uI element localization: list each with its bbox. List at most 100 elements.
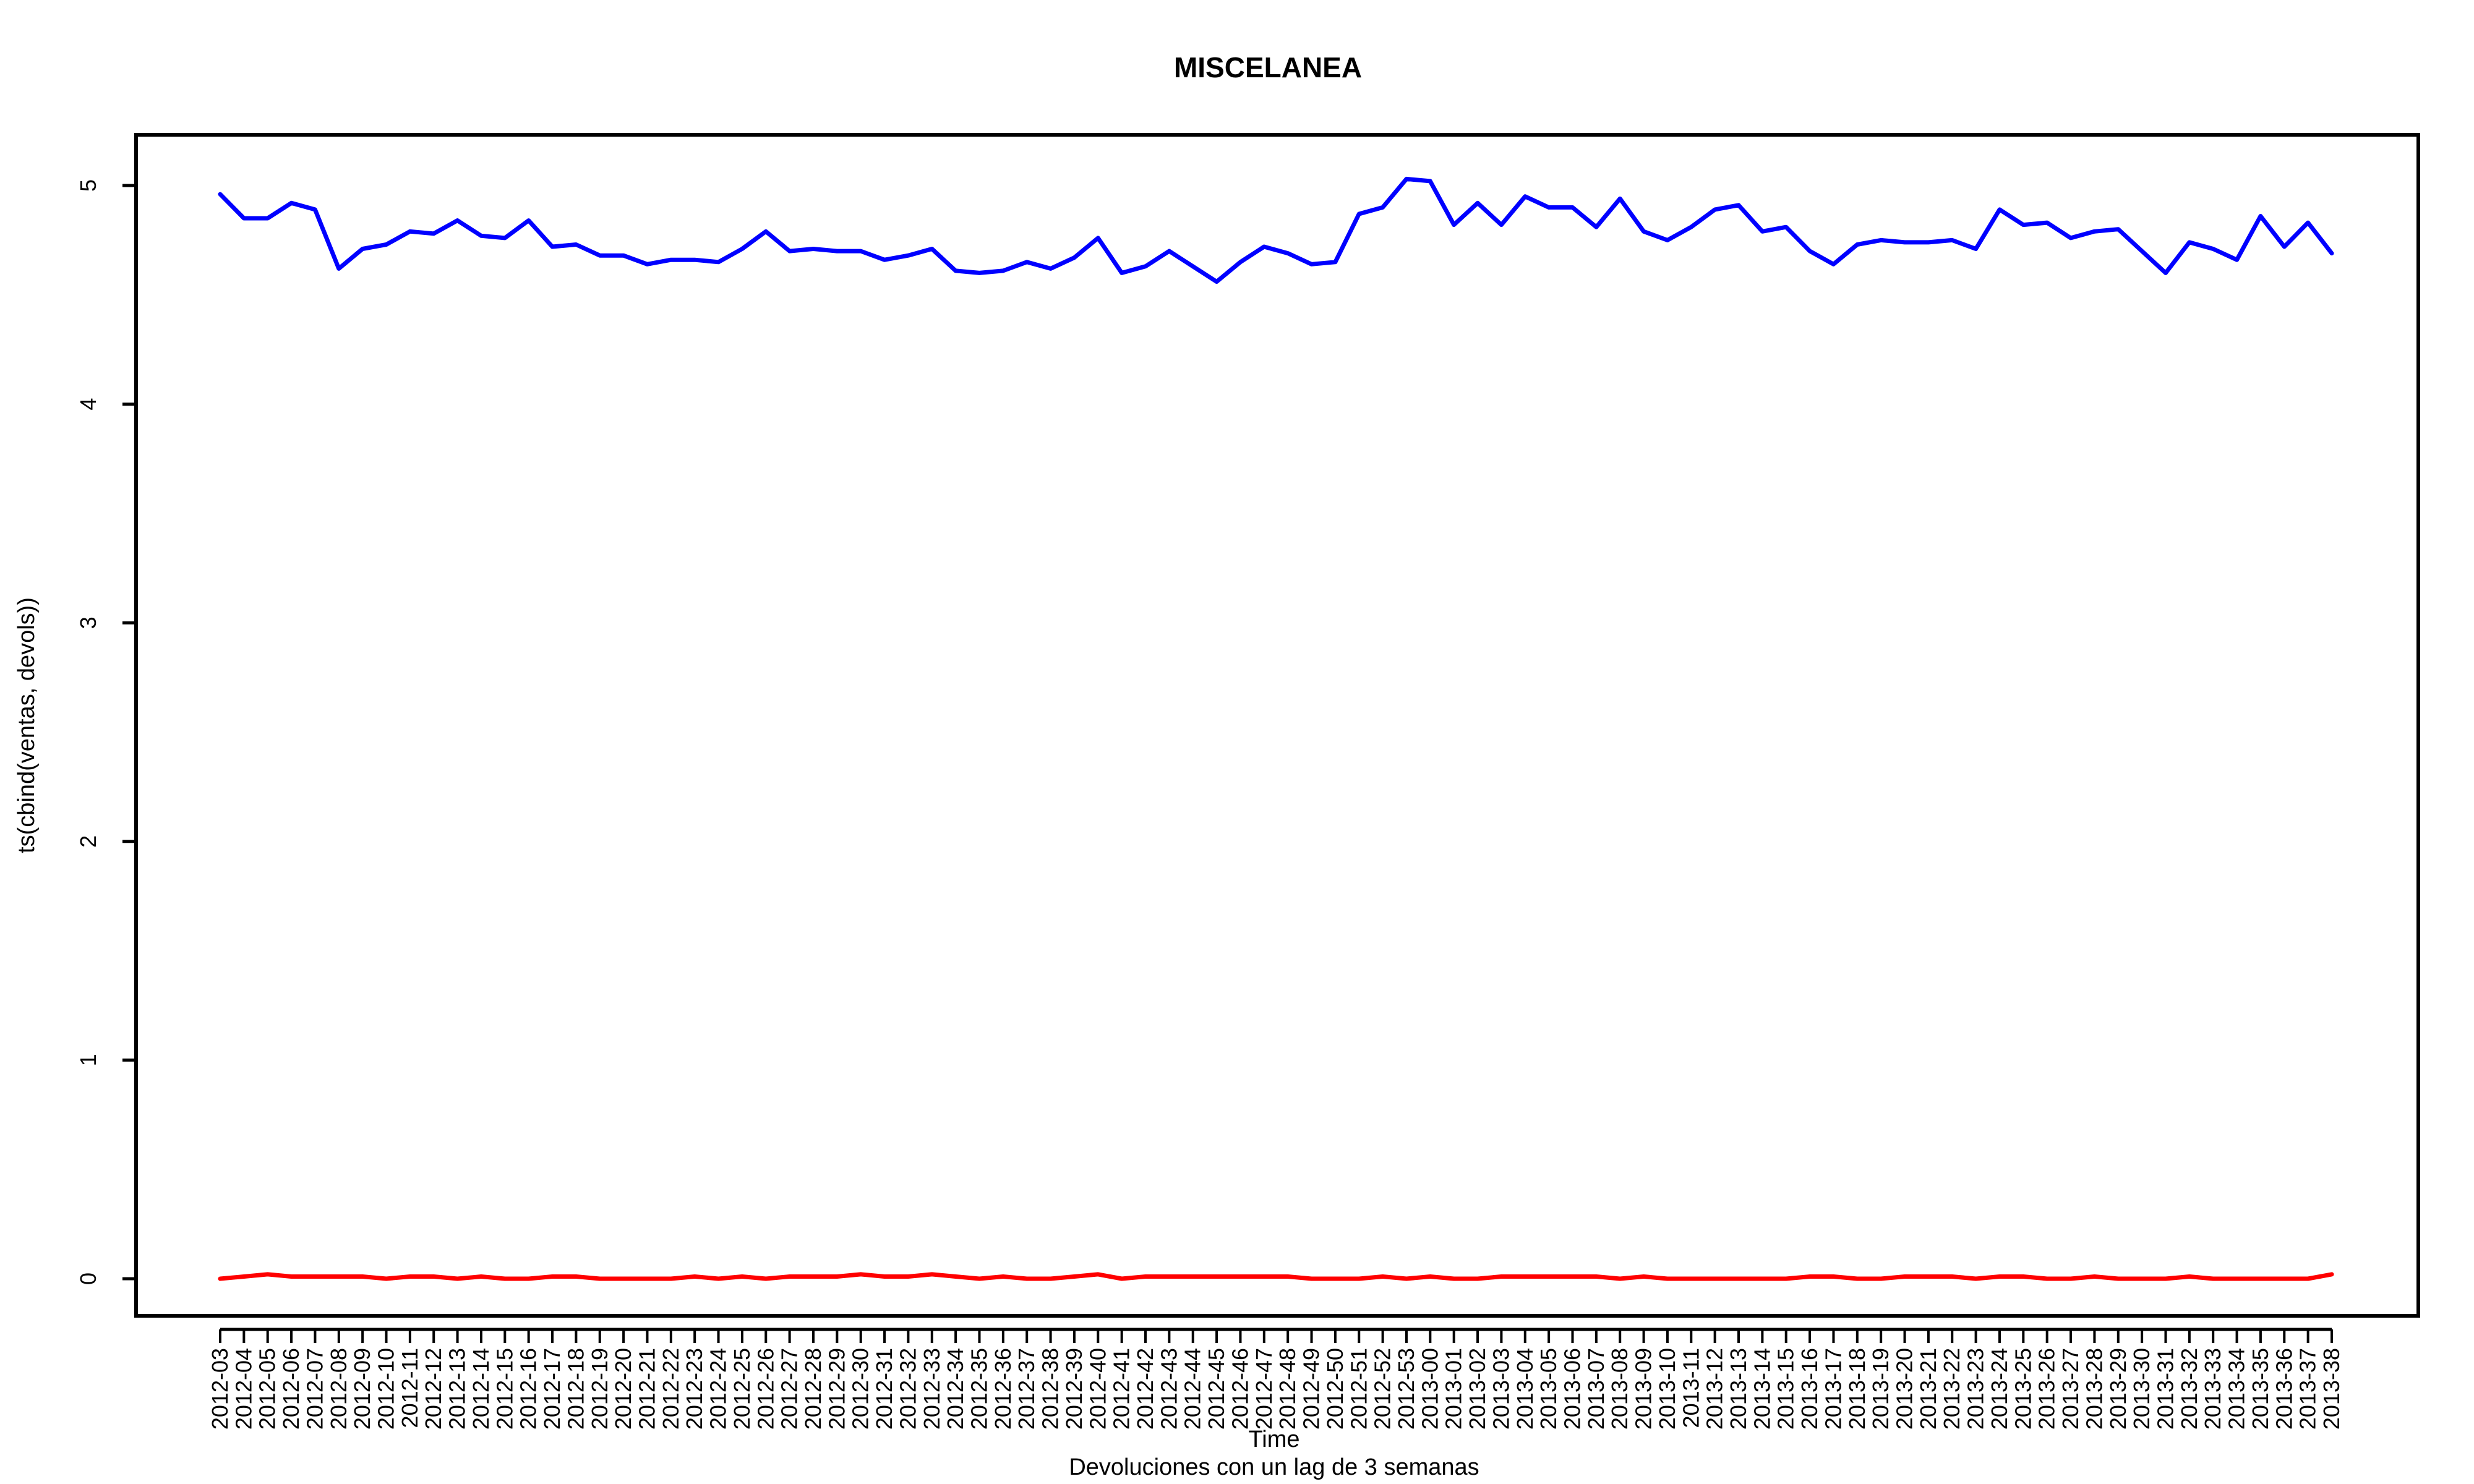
x-tick-label: 2013-17	[1820, 1348, 1846, 1430]
x-tick-label: 2012-07	[302, 1348, 327, 1430]
chart-title: MISCELANEA	[1174, 51, 1362, 83]
y-tick-label: 1	[75, 1054, 101, 1066]
series-line-2	[218, 1272, 2334, 1281]
x-tick-label: 2013-30	[2129, 1348, 2154, 1430]
y-tick-label: 3	[75, 616, 101, 629]
x-tick-label: 2012-15	[492, 1348, 517, 1430]
x-tick-label: 2012-28	[800, 1348, 826, 1430]
x-tick-label: 2013-09	[1631, 1348, 1656, 1430]
x-tick-label: 2013-21	[1915, 1348, 1941, 1430]
x-tick-label: 2012-38	[1038, 1348, 1063, 1430]
x-tick-label: 2013-32	[2177, 1348, 2202, 1430]
x-tick-label: 2012-11	[397, 1348, 422, 1428]
x-tick-label: 2013-22	[1939, 1348, 1964, 1430]
x-tick-label: 2012-48	[1275, 1348, 1300, 1430]
x-tick-label: 2013-28	[2081, 1348, 2107, 1430]
x-tick-label: 2012-21	[634, 1348, 659, 1430]
x-tick-label: 2012-42	[1132, 1348, 1158, 1430]
x-tick-label: 2012-19	[587, 1348, 612, 1430]
x-tick-label: 2012-03	[207, 1348, 233, 1430]
x-tick-label: 2012-29	[824, 1348, 849, 1430]
x-tick-label: 2012-12	[421, 1348, 446, 1430]
y-tick-label: 5	[75, 179, 101, 192]
x-tick-label: 2012-33	[919, 1348, 944, 1430]
x-tick-label: 2012-50	[1322, 1348, 1348, 1430]
x-tick-label: 2013-18	[1844, 1348, 1870, 1430]
x-tick-label: 2013-16	[1797, 1348, 1822, 1430]
x-tick-label: 2013-13	[1726, 1348, 1751, 1430]
x-tick-label: 2012-45	[1204, 1348, 1229, 1430]
x-tick-label: 2013-27	[2058, 1348, 2083, 1430]
x-tick-label: 2012-23	[682, 1348, 707, 1430]
x-tick-label: 2012-44	[1180, 1348, 1205, 1430]
y-axis-label: ts(cbind(ventas, devols))	[14, 597, 40, 853]
series-line-1	[218, 176, 2334, 284]
x-tick-label: 2013-26	[2034, 1348, 2060, 1430]
x-tick-label: 2012-26	[753, 1348, 778, 1430]
chart-subtitle: Devoluciones con un lag de 3 semanas	[1069, 1454, 1479, 1480]
x-tick-label: 2013-01	[1441, 1348, 1466, 1430]
x-tick-label: 2012-39	[1061, 1348, 1087, 1430]
x-tick-label: 2012-35	[967, 1348, 992, 1430]
x-tick-label: 2012-14	[468, 1348, 494, 1430]
x-tick-label: 2013-25	[2010, 1348, 2035, 1430]
x-tick-label: 2013-11	[1678, 1348, 1703, 1428]
x-tick-label: 2013-23	[1963, 1348, 1988, 1430]
x-tick-label: 2012-04	[231, 1348, 256, 1430]
x-tick-label: 2013-03	[1488, 1348, 1513, 1430]
x-tick-label: 2013-10	[1654, 1348, 1680, 1430]
x-tick-label: 2012-43	[1156, 1348, 1181, 1430]
x-tick-label: 2013-14	[1749, 1348, 1774, 1430]
y-tick-label: 2	[75, 835, 101, 848]
x-tick-label: 2012-08	[326, 1348, 351, 1430]
x-tick-label: 2013-04	[1512, 1348, 1538, 1430]
x-tick-label: 2012-49	[1299, 1348, 1324, 1430]
x-tick-label: 2012-06	[278, 1348, 304, 1430]
y-axis: 0 1 2 3 4 5	[75, 179, 136, 1285]
x-tick-label: 2012-36	[990, 1348, 1016, 1430]
x-tick-label: 2012-27	[777, 1348, 802, 1430]
x-tick-label: 2012-17	[539, 1348, 565, 1430]
x-tick-label: 2012-46	[1227, 1348, 1252, 1430]
x-tick-label: 2012-53	[1393, 1348, 1419, 1430]
x-axis: 2012-032012-042012-052012-062012-072012-…	[207, 1328, 2344, 1430]
x-tick-label: 2012-47	[1251, 1348, 1277, 1430]
x-tick-label: 2013-20	[1892, 1348, 1917, 1430]
x-tick-label: 2012-25	[729, 1348, 755, 1430]
x-tick-label: 2013-07	[1583, 1348, 1609, 1430]
x-tick-label: 2013-24	[1987, 1348, 2012, 1430]
x-tick-label: 2012-41	[1109, 1348, 1134, 1430]
y-tick-label: 4	[75, 398, 101, 411]
x-tick-label: 2013-37	[2295, 1348, 2321, 1430]
x-tick-label: 2013-36	[2271, 1348, 2296, 1430]
x-tick-label: 2013-38	[2319, 1348, 2344, 1430]
x-tick-label: 2012-30	[848, 1348, 873, 1430]
x-tick-label: 2012-51	[1346, 1348, 1371, 1430]
x-tick-label: 2013-08	[1607, 1348, 1632, 1430]
x-tick-label: 2012-40	[1085, 1348, 1110, 1430]
x-axis-label: Time	[1248, 1426, 1299, 1452]
x-tick-label: 2012-05	[255, 1348, 280, 1430]
x-tick-label: 2013-19	[1868, 1348, 1893, 1430]
series-layer	[218, 176, 2334, 1281]
plot-frame	[134, 133, 2420, 1318]
x-tick-label: 2012-10	[374, 1348, 399, 1430]
x-tick-label: 2012-13	[445, 1348, 470, 1430]
x-tick-label: 2013-35	[2248, 1348, 2273, 1430]
x-tick-label: 2012-37	[1014, 1348, 1039, 1430]
x-tick-label: 2013-00	[1417, 1348, 1442, 1430]
x-tick-label: 2012-18	[563, 1348, 588, 1430]
x-tick-label: 2012-16	[516, 1348, 541, 1430]
x-tick-label: 2013-02	[1465, 1348, 1490, 1430]
x-tick-label: 2013-29	[2105, 1348, 2131, 1430]
y-tick-label: 0	[75, 1273, 101, 1285]
x-tick-label: 2013-15	[1773, 1348, 1799, 1430]
x-tick-label: 2012-09	[349, 1348, 375, 1430]
x-tick-label: 2013-12	[1702, 1348, 1727, 1430]
x-tick-label: 2013-31	[2152, 1348, 2178, 1430]
x-tick-label: 2013-06	[1559, 1348, 1585, 1430]
x-tick-label: 2012-34	[943, 1348, 968, 1430]
x-tick-label: 2012-32	[895, 1348, 920, 1430]
x-tick-label: 2012-20	[610, 1348, 636, 1430]
